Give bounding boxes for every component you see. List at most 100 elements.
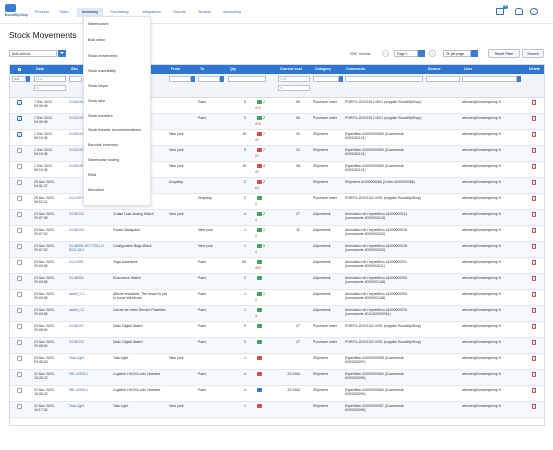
table-row[interactable]: 23 Nov 2022, 20:07:02 24-WB04-HOT706-LH-R…	[10, 242, 544, 258]
cell-sku[interactable]: tablet_0.2	[69, 308, 85, 312]
search-button[interactable]: Search	[522, 49, 544, 58]
cell-sku[interactable]: 24-MG02	[69, 132, 84, 136]
row-checkbox[interactable]	[17, 340, 22, 345]
nav-sales[interactable]: Sales	[59, 10, 69, 14]
page-select[interactable]: Page 1	[394, 50, 418, 57]
prev-page-button[interactable]: ‹	[382, 50, 389, 57]
delete-trash-icon[interactable]	[532, 276, 536, 281]
to-filter[interactable]	[198, 76, 220, 82]
page-dropdown-button[interactable]	[418, 50, 425, 57]
header-category[interactable]: Category	[315, 67, 331, 71]
cell-sku[interactable]: 24-WB04-HOT706-LH-RED-38-1	[69, 244, 105, 253]
row-checkbox[interactable]	[17, 148, 22, 153]
delete-trash-icon[interactable]	[532, 244, 536, 249]
category-filter-dropdown[interactable]	[339, 76, 343, 82]
per-page-select[interactable]: 20 per page	[443, 50, 471, 57]
delete-trash-icon[interactable]	[532, 340, 536, 345]
delete-trash-icon[interactable]	[532, 180, 536, 185]
table-row[interactable]: 22 Nov 2022, 16:17:02 Tata Light Tata Ligh…	[10, 402, 544, 418]
cell-sku[interactable]: 24-MG01	[69, 116, 84, 120]
table-row[interactable]: 22 Nov 2022, 15:26:22 981-000014 Logitech …	[10, 386, 544, 402]
user-filter[interactable]	[462, 76, 517, 82]
menu-item-stock-movements[interactable]: Stock movements	[88, 54, 118, 58]
cell-sku[interactable]: Tata Light	[69, 404, 85, 408]
row-checkbox[interactable]	[17, 164, 22, 169]
row-checkbox[interactable]	[17, 212, 22, 217]
delete-trash-icon[interactable]	[532, 308, 536, 313]
row-checkbox[interactable]	[17, 308, 22, 313]
delete-trash-icon[interactable]	[532, 372, 536, 377]
table-row[interactable]: 23 Nov 2022, 09:45:53 Tata Light Tata Ligh…	[10, 354, 544, 370]
menu-item-stock-take[interactable]: Stock take	[88, 99, 106, 103]
table-row[interactable]: 23 Nov 2022, 20:03:56 24-UG05 Yoga Adventu…	[10, 258, 544, 274]
header-comments[interactable]: Comments	[346, 67, 366, 71]
row-checkbox[interactable]	[17, 196, 22, 201]
delete-trash-icon[interactable]	[532, 116, 536, 121]
row-checkbox[interactable]	[17, 372, 22, 377]
header-to[interactable]: To	[200, 67, 205, 71]
cell-sku[interactable]: 24-UG07	[69, 196, 84, 200]
table-row[interactable]: 23 Nov 2022, 20:03:56 tablet_0.1 Affiche e…	[10, 290, 544, 306]
header-from[interactable]: From	[171, 67, 181, 71]
row-checkbox[interactable]	[17, 388, 22, 393]
delete-trash-icon[interactable]	[532, 164, 536, 169]
row-checkbox[interactable]: ✓	[17, 116, 22, 121]
delete-trash-icon[interactable]	[532, 196, 536, 201]
menu-item-bulk-editor[interactable]: Bulk editor	[88, 38, 106, 42]
menu-item-stock-helper[interactable]: Stock helper	[88, 84, 109, 88]
row-checkbox[interactable]: ✓	[17, 132, 22, 137]
row-checkbox[interactable]	[17, 356, 22, 361]
cost-to-filter[interactable]: To	[278, 85, 310, 91]
cell-sku[interactable]: 24-MG03	[69, 148, 84, 152]
table-row[interactable]: 23 Nov 2022, 20:08:54 24-WG07 Dash Digital…	[10, 322, 544, 338]
header-user[interactable]: User	[464, 67, 473, 71]
table-row[interactable]: 23 Nov 2022, 20:07:05 24-WG02 Cruise Dual …	[10, 210, 544, 226]
comments-filter[interactable]	[345, 76, 423, 82]
delete-trash-icon[interactable]	[532, 148, 536, 153]
menu-item-warehouses[interactable]: Warehouses	[88, 22, 109, 26]
delete-trash-icon[interactable]	[532, 324, 536, 329]
nav-products[interactable]: Products	[34, 10, 50, 14]
delete-trash-icon[interactable]	[532, 228, 536, 233]
checkbox-filter-dropdown[interactable]	[26, 76, 30, 82]
row-checkbox[interactable]	[17, 404, 22, 409]
row-checkbox[interactable]: ✓	[17, 100, 22, 105]
row-checkbox[interactable]	[17, 228, 22, 233]
header-select-all[interactable]: ✓	[16, 65, 24, 74]
header-qty[interactable]: Qty	[230, 67, 237, 71]
menu-item-barcode-inventory[interactable]: Barcode inventory	[88, 143, 118, 147]
row-checkbox[interactable]	[17, 324, 22, 329]
reset-filter-button[interactable]: Reset Filter	[488, 49, 520, 58]
delete-trash-icon[interactable]	[532, 100, 536, 105]
cell-sku[interactable]: 981-000014	[69, 388, 88, 392]
cell-sku[interactable]: tablet_0.1	[69, 292, 85, 296]
nav-integrations[interactable]: Integrations	[142, 10, 161, 14]
from-filter-dropdown[interactable]	[191, 76, 195, 82]
category-filter[interactable]	[313, 76, 339, 82]
table-row[interactable]: 22 Nov 2022, 15:26:22 981-000014 Logitech …	[10, 370, 544, 386]
source-filter[interactable]	[426, 76, 460, 82]
cost-from-filter[interactable]: From	[278, 76, 310, 82]
row-checkbox[interactable]	[17, 276, 22, 281]
table-row[interactable]: 23 Nov 2022, 20:03:56 tablet_0.2 Carnet de…	[10, 306, 544, 322]
to-filter-dropdown[interactable]	[220, 76, 224, 82]
header-sku[interactable]: Sku	[71, 67, 78, 71]
nav-purchasing[interactable]: Purchasing	[110, 10, 129, 14]
user-icon[interactable]	[530, 8, 538, 15]
delete-trash-icon[interactable]	[532, 292, 536, 297]
per-page-dropdown-button[interactable]	[471, 50, 478, 57]
table-row[interactable]: 23 Nov 2022, 20:03:56 24-WB06 Endurance Wa…	[10, 274, 544, 290]
cell-sku[interactable]: 24-WG02	[69, 340, 84, 344]
cell-sku[interactable]: 24-WB06	[69, 276, 84, 280]
row-checkbox[interactable]	[17, 260, 22, 265]
next-page-button[interactable]: ›	[429, 50, 436, 57]
menu-item-warehouse-routing[interactable]: Warehouse routing	[88, 158, 120, 162]
row-checkbox[interactable]	[17, 292, 22, 297]
delete-trash-icon[interactable]	[532, 356, 536, 361]
bell-icon[interactable]	[515, 8, 523, 15]
cell-sku[interactable]: 24-WG03	[69, 228, 84, 232]
mail-icon[interactable]	[496, 8, 504, 15]
delete-trash-icon[interactable]	[532, 132, 536, 137]
cell-sku[interactable]: 24-WG07	[69, 324, 84, 328]
delete-trash-icon[interactable]	[532, 388, 536, 393]
